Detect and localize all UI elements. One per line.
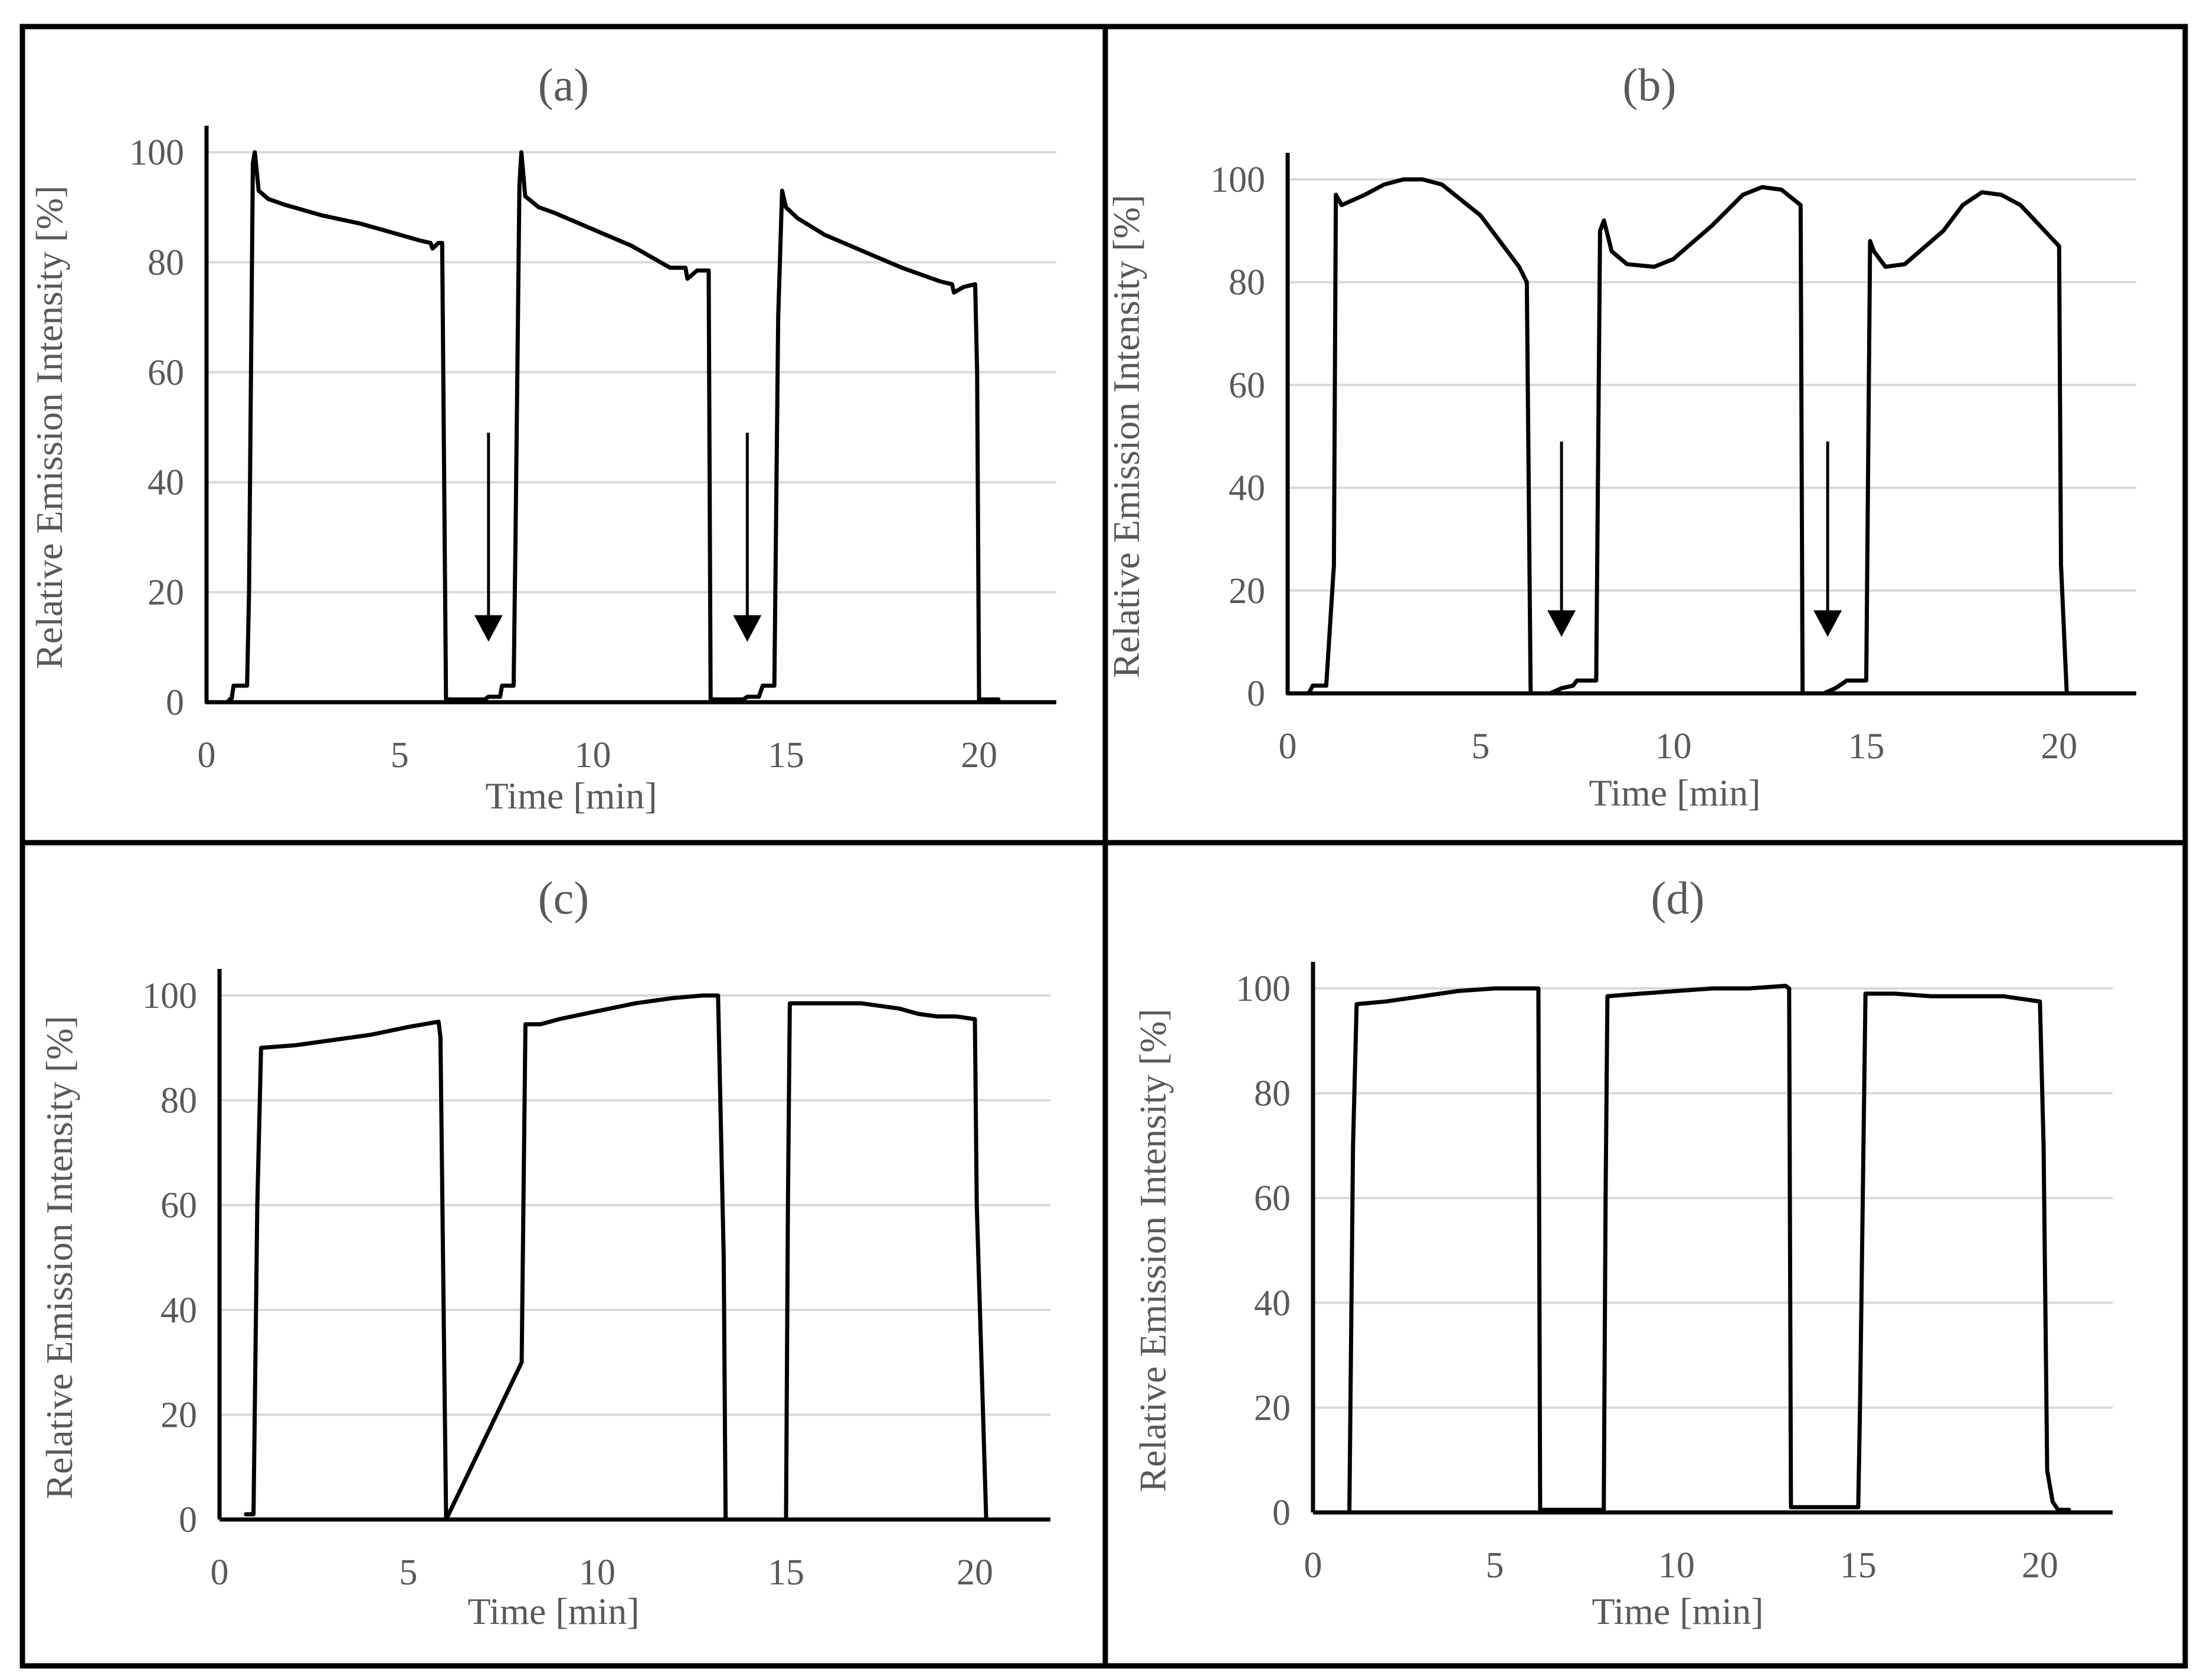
y-tick-label: 80 bbox=[1229, 263, 1265, 303]
y-tick-label: 0 bbox=[179, 1500, 197, 1540]
y-tick-label: 0 bbox=[166, 683, 184, 723]
x-tick-label: 20 bbox=[961, 735, 997, 775]
panel-title: (a) bbox=[538, 59, 590, 110]
x-tick-label: 0 bbox=[198, 735, 216, 775]
y-axis-title: Relative Emission Intensity [%] bbox=[28, 185, 70, 669]
y-tick-label: 40 bbox=[148, 463, 184, 503]
y-tick-label: 20 bbox=[1254, 1388, 1291, 1428]
y-tick-label: 100 bbox=[1210, 160, 1265, 200]
y-tick-label: 80 bbox=[1254, 1074, 1291, 1114]
chart-panel-b: 0 20 40 60 80 100 0 5 10 15 20 (b) Time [min] Relativ… bbox=[1105, 59, 2136, 814]
x-tick-label: 15 bbox=[1848, 726, 1884, 767]
y-tick-label: 100 bbox=[129, 133, 184, 173]
x-tick-label: 10 bbox=[1658, 1545, 1695, 1586]
x-tick-label: 0 bbox=[1279, 726, 1297, 767]
chart-panel-c: 0 20 40 60 80 100 0 5 10 15 20 (c) Time [min] Relativ… bbox=[38, 872, 1050, 1632]
x-tick-label: 10 bbox=[575, 735, 611, 775]
y-tick-label: 0 bbox=[1247, 674, 1265, 714]
x-tick-label: 0 bbox=[211, 1553, 229, 1593]
y-tick-label: 80 bbox=[161, 1081, 197, 1121]
y-tick-label: 20 bbox=[1229, 571, 1265, 611]
x-axis-title: Time [min] bbox=[486, 775, 657, 817]
y-tick-label: 20 bbox=[148, 573, 184, 613]
y-tick-label: 60 bbox=[1229, 365, 1265, 405]
series-line-c bbox=[244, 993, 988, 1522]
y-tick-label: 80 bbox=[148, 243, 184, 283]
x-axis-title: Time [min] bbox=[1592, 1590, 1764, 1632]
x-tick-label: 5 bbox=[391, 735, 409, 775]
chart-panel-a: 0 20 40 60 80 100 0 5 10 15 20 (a) Time [min] Relativ… bbox=[28, 59, 1056, 817]
y-tick-label: 60 bbox=[1254, 1178, 1291, 1219]
y-axis-title: Relative Emission Intensity [%] bbox=[1132, 1008, 1174, 1492]
x-axis-title: Time [min] bbox=[1589, 772, 1761, 814]
y-tick-label: 100 bbox=[142, 976, 197, 1016]
panel-title: (b) bbox=[1623, 59, 1677, 110]
panel-title: (d) bbox=[1651, 872, 1705, 923]
y-tick-label: 20 bbox=[161, 1395, 197, 1435]
arrow-head bbox=[733, 615, 762, 642]
y-tick-label: 40 bbox=[161, 1291, 197, 1331]
series-line-a bbox=[204, 150, 1001, 705]
x-tick-label: 10 bbox=[579, 1553, 615, 1593]
y-tick-label: 40 bbox=[1229, 469, 1265, 509]
x-tick-label: 15 bbox=[768, 1553, 804, 1593]
y-tick-label: 60 bbox=[148, 353, 184, 393]
chart-panel-d: 0 20 40 60 80 100 0 5 10 15 20 (d) Time [min] Relativ… bbox=[1132, 872, 2113, 1632]
x-tick-label: 10 bbox=[1655, 726, 1692, 767]
y-tick-label: 0 bbox=[1272, 1493, 1291, 1533]
arrow-head bbox=[1547, 610, 1576, 637]
series-line-d bbox=[1347, 984, 2071, 1515]
y-axis-title: Relative Emission Intensity [%] bbox=[1105, 195, 1147, 678]
arrow-head bbox=[474, 615, 503, 642]
arrow-head bbox=[1813, 610, 1842, 637]
x-axis-title: Time [min] bbox=[468, 1590, 640, 1632]
y-tick-label: 40 bbox=[1254, 1283, 1291, 1324]
x-tick-label: 5 bbox=[400, 1553, 418, 1593]
x-tick-label: 20 bbox=[2041, 726, 2077, 767]
y-tick-label: 100 bbox=[1236, 969, 1291, 1009]
series-line-b bbox=[1285, 177, 2077, 696]
x-tick-label: 5 bbox=[1485, 1545, 1504, 1586]
x-tick-label: 0 bbox=[1304, 1545, 1322, 1586]
x-tick-label: 15 bbox=[1840, 1545, 1877, 1586]
x-tick-label: 20 bbox=[2022, 1545, 2058, 1586]
x-tick-label: 5 bbox=[1471, 726, 1489, 767]
y-axis-title: Relative Emission Intensity [%] bbox=[38, 1016, 80, 1499]
y-tick-label: 60 bbox=[161, 1186, 197, 1226]
panel-title: (c) bbox=[538, 872, 590, 923]
x-tick-label: 20 bbox=[957, 1553, 993, 1593]
x-tick-label: 15 bbox=[768, 735, 804, 775]
